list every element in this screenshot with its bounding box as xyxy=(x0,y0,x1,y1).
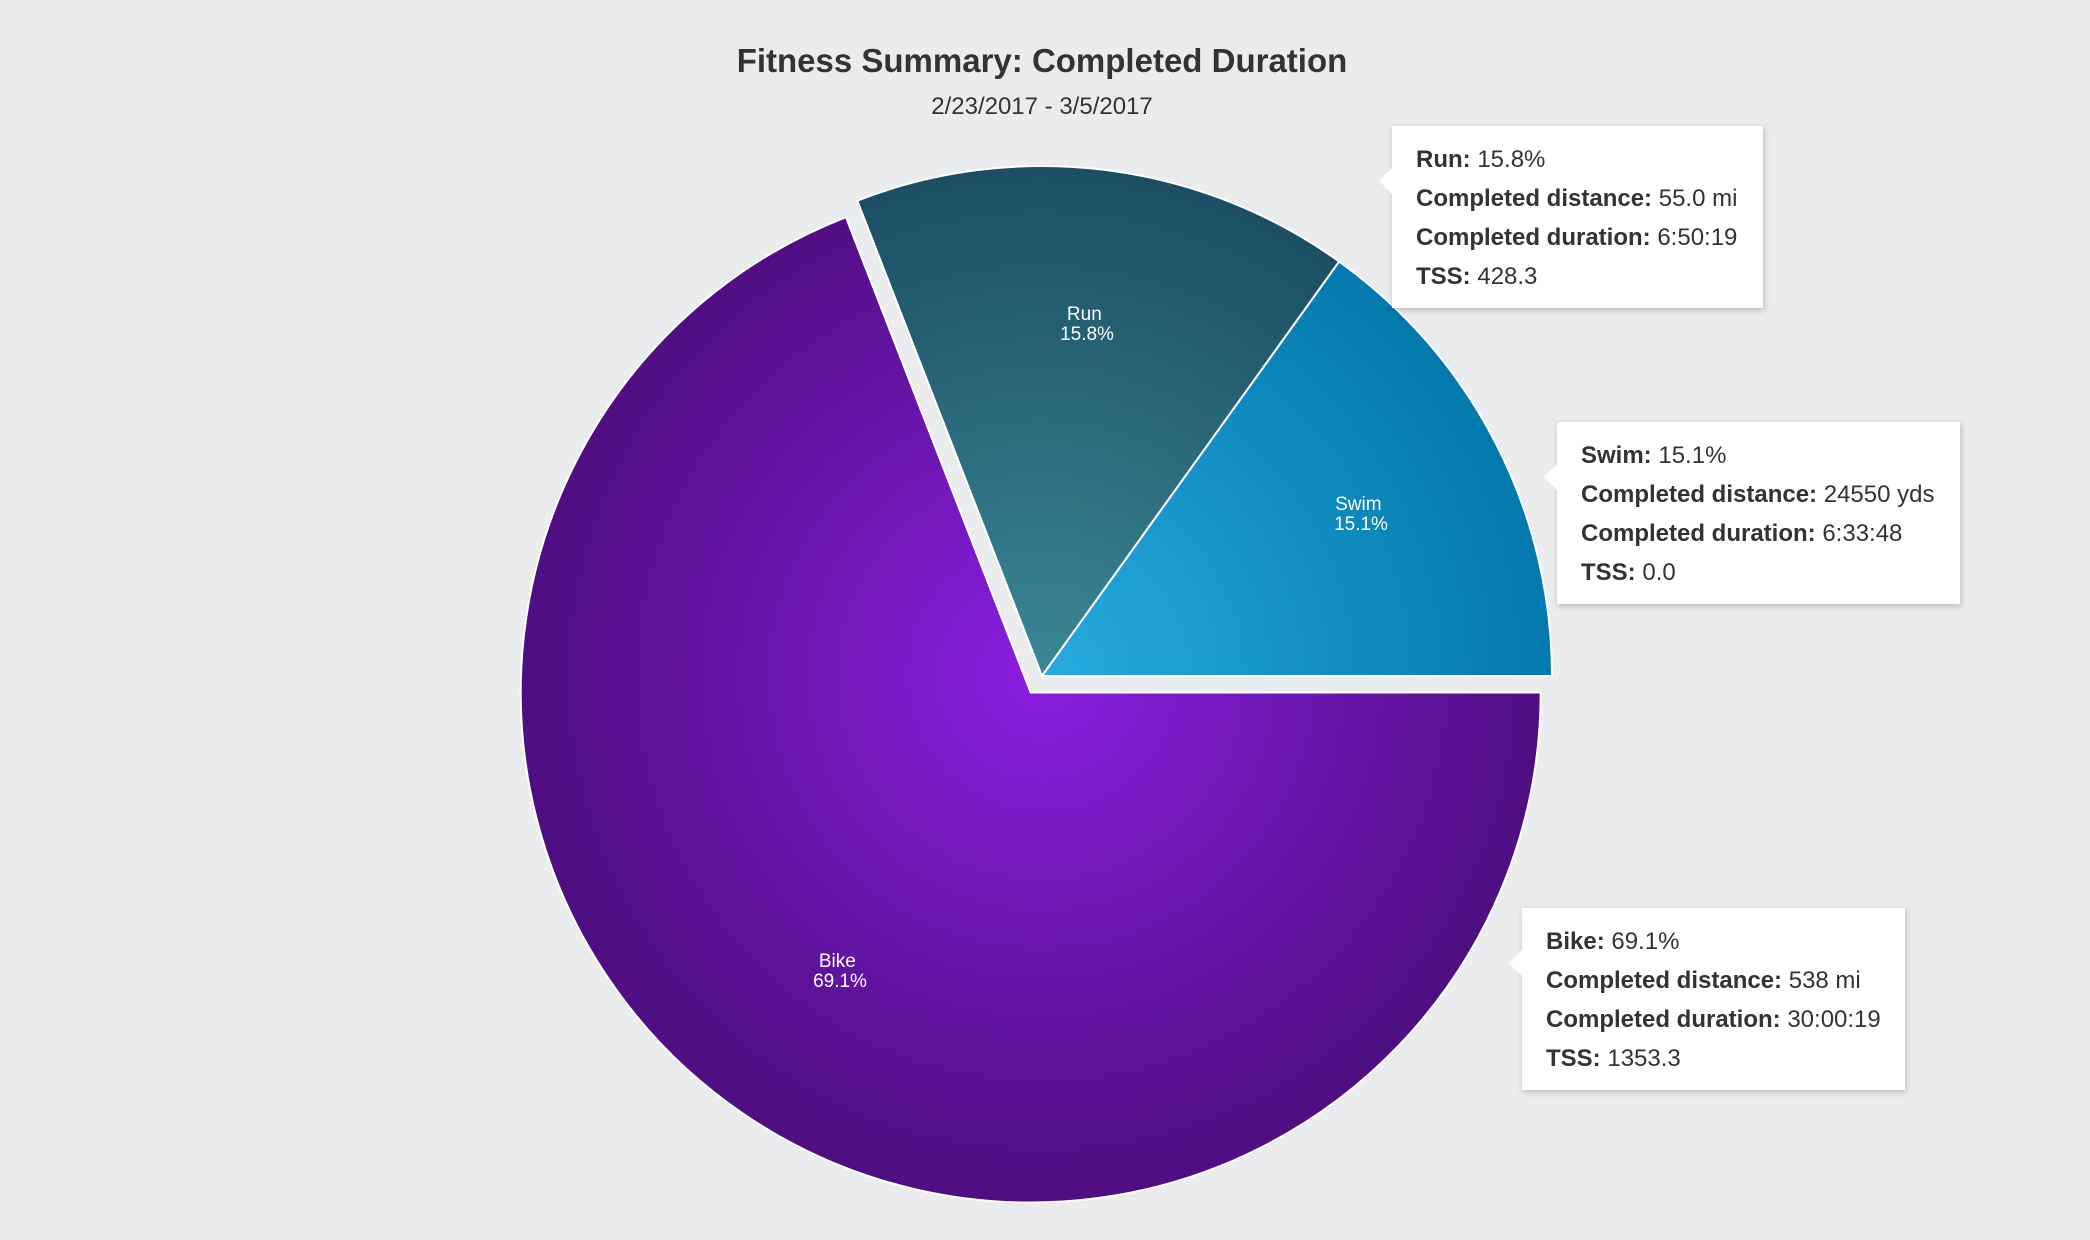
tooltip-label: Completed distance: xyxy=(1581,481,1818,508)
tooltip-label: Swim: xyxy=(1581,442,1652,469)
tooltip-label: Completed distance: xyxy=(1416,185,1653,212)
svg-text:Run 15.8%: Run 15.8% xyxy=(1060,304,1114,345)
tooltip-value: 1353.3 xyxy=(1607,1045,1681,1072)
tooltip-label: TSS: xyxy=(1546,1045,1601,1072)
tooltip-value: 6:50:19 xyxy=(1657,224,1738,251)
slice-label-run-pct: 15.8% xyxy=(1060,324,1114,345)
slice-label-run-name: Run xyxy=(1067,304,1102,325)
svg-text:Swim 15.1%: Swim 15.1% xyxy=(1334,494,1388,535)
tooltip-run-duration-row: Completed duration: 6:50:19 xyxy=(1416,218,1739,257)
tooltip-label: Bike: xyxy=(1546,928,1605,955)
chart-subtitle: 2/23/2017 - 3/5/2017 xyxy=(931,93,1153,120)
tooltip-value: 24550 yds xyxy=(1823,481,1935,508)
tooltip-swim-duration-row: Completed duration: 6:33:48 xyxy=(1581,514,1936,553)
tooltip-value: 428.3 xyxy=(1477,263,1538,290)
tooltip-value: 69.1% xyxy=(1611,928,1680,955)
tooltip-bike-duration-row: Completed duration: 30:00:19 xyxy=(1546,1000,1881,1039)
tooltip-label: Completed distance: xyxy=(1546,967,1783,994)
tooltip-value: 6:33:48 xyxy=(1822,520,1903,547)
tooltip-swim-name-row: Swim: 15.1% xyxy=(1581,436,1936,475)
tooltip-value: 55.0 mi xyxy=(1658,185,1738,212)
tooltip-value: 538 mi xyxy=(1788,967,1861,994)
tooltip-swim-tss-row: TSS: 0.0 xyxy=(1581,553,1936,592)
tooltip-value: 15.1% xyxy=(1658,442,1727,469)
tooltip-label: Run: xyxy=(1416,146,1471,173)
tooltip-swim: Swim: 15.1% Completed distance: 24550 yd… xyxy=(1544,422,1960,604)
tooltip-run: Run: 15.8% Completed distance: 55.0 mi C… xyxy=(1379,126,1763,308)
slice-label-bike-pct: 69.1% xyxy=(813,971,867,992)
chart-title: Fitness Summary: Completed Duration xyxy=(737,42,1348,79)
tooltip-label: Completed duration: xyxy=(1546,1006,1781,1033)
tooltip-bike-name-row: Bike: 69.1% xyxy=(1546,922,1881,961)
tooltip-label: TSS: xyxy=(1416,263,1471,290)
tooltip-bike: Bike: 69.1% Completed distance: 538 mi C… xyxy=(1509,908,1905,1090)
pie-slice-run[interactable] xyxy=(855,165,1341,679)
tooltip-value: 0.0 xyxy=(1642,559,1676,586)
slice-label-swim-pct: 15.1% xyxy=(1334,514,1388,535)
tooltip-value: 30:00:19 xyxy=(1787,1006,1881,1033)
tooltip-run-tss-row: TSS: 428.3 xyxy=(1416,257,1739,296)
tooltip-label: Completed duration: xyxy=(1416,224,1651,251)
svg-text:Bike 69.1%: Bike 69.1% xyxy=(813,951,867,992)
pie-slice-swim[interactable] xyxy=(1040,260,1554,677)
slice-label-bike-name: Bike xyxy=(819,951,856,972)
tooltip-run-distance-row: Completed distance: 55.0 mi xyxy=(1416,179,1739,218)
tooltip-bike-tss-row: TSS: 1353.3 xyxy=(1546,1039,1881,1078)
tooltip-swim-distance-row: Completed distance: 24550 yds xyxy=(1581,475,1936,514)
pie-slices xyxy=(519,165,1554,1204)
tooltip-run-name-row: Run: 15.8% xyxy=(1416,140,1739,179)
slice-labels: Run 15.8% Swim 15.1% Bike 69.1% xyxy=(813,304,1388,992)
tooltip-bike-distance-row: Completed distance: 538 mi xyxy=(1546,961,1881,1000)
pie-slice-bike[interactable] xyxy=(519,215,1542,1204)
tooltip-label: TSS: xyxy=(1581,559,1636,586)
slice-label-swim-name: Swim xyxy=(1335,494,1381,515)
tooltip-label: Completed duration: xyxy=(1581,520,1816,547)
tooltip-value: 15.8% xyxy=(1477,146,1546,173)
